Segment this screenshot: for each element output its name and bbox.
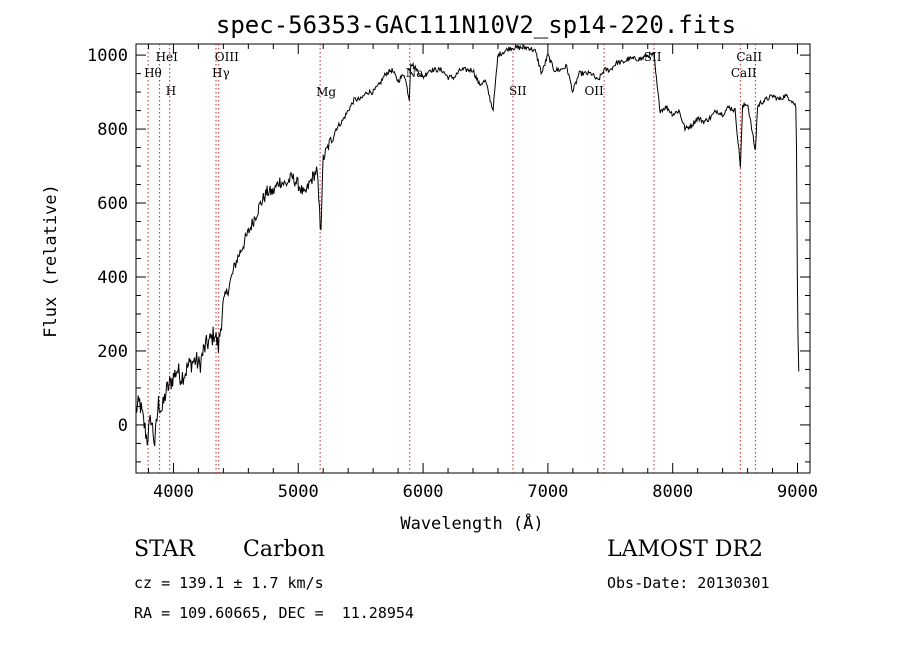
axis-tick-labels: 4000 5000 6000 7000 8000 9000 0 200 400 600 800 100… [87,46,818,502]
spectrum-line [135,43,800,447]
y-tick-label: 0 [118,416,128,436]
line-markers [147,44,756,473]
y-tick-label: 200 [97,342,128,362]
object-subclass: Carbon [243,537,325,562]
survey-name: LAMOST DR2 [607,537,763,562]
axis-ticks [136,44,810,473]
line-annotation-label: Na [406,66,424,80]
y-axis-label: Flux (relative) [41,184,61,338]
line-annotation-label: Hγ [212,66,230,80]
observation-date: Obs-Date: 20130301 [607,574,770,592]
y-tick-label: 1000 [87,46,128,66]
x-tick-label: 9000 [777,482,818,502]
x-tick-label: 4000 [153,482,194,502]
x-tick-label: 8000 [652,482,693,502]
line-annotations: HeI Hθ H OIII Hγ Mg Na SII OII SII CaII CaII [144,50,762,99]
y-tick-label: 800 [97,120,128,140]
line-annotation-label: HeI [156,50,179,64]
y-tick-label: 400 [97,268,128,288]
line-annotation-label: OII [584,84,604,98]
x-tick-label: 7000 [527,482,568,502]
line-annotation-label: H [166,84,176,98]
x-tick-label: 5000 [278,482,319,502]
x-axis-label: Wavelength (Å) [400,512,543,534]
line-annotation-label: CaII [736,50,762,64]
x-tick-label: 6000 [403,482,444,502]
line-annotation-label: Hθ [144,66,162,80]
line-annotation-label: Mg [316,85,336,99]
coordinates-readout: RA = 109.60665, DEC = 11.28954 [134,604,414,622]
line-annotation-label: SII [509,84,527,98]
line-annotation-label: OIII [215,50,239,64]
redshift-readout: cz = 139.1 ± 1.7 km/s [134,574,324,592]
line-annotation-label: CaII [731,66,757,80]
chart-title: spec-56353-GAC111N10V2_sp14-220.fits [216,11,736,39]
line-annotation-label: SII [644,50,662,64]
object-class: STAR [134,537,195,562]
y-tick-label: 600 [97,194,128,214]
